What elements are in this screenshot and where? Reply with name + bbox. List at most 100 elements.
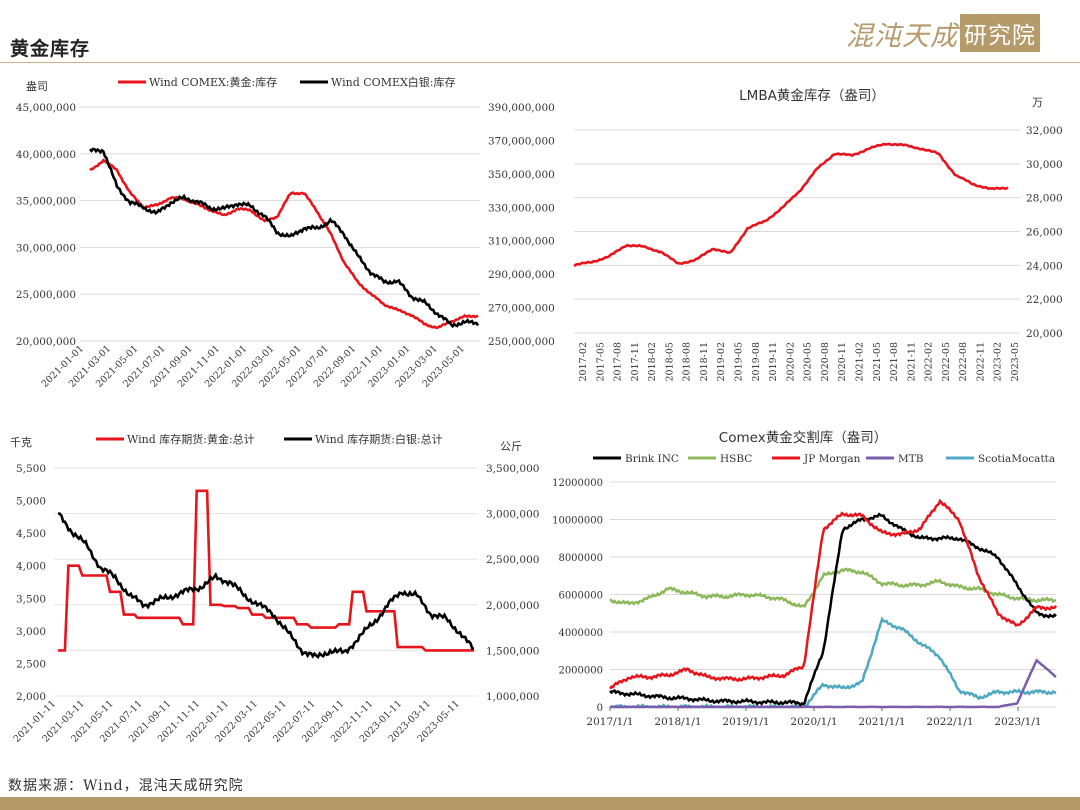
chart1-ytick-right: 290,000,000 — [488, 269, 555, 281]
chart2-xtick: 2023-05 — [1010, 342, 1021, 381]
chart1-ytick-right: 350,000,000 — [488, 169, 555, 181]
chart3-ytick-right: 1,500,000 — [486, 645, 539, 657]
chart2-ytick: 32,000 — [1026, 125, 1063, 137]
chart2-series-line — [573, 142, 1009, 268]
chart3-ytick-left: 5,000 — [16, 496, 46, 508]
chart3-ytick-left: 2,500 — [16, 658, 46, 670]
chart4-ytick: 8000000 — [558, 553, 603, 564]
chart2-xtick: 2019-11 — [768, 342, 779, 381]
chart2-xtick: 2017-08 — [613, 342, 624, 381]
chart4-series-line — [610, 616, 1057, 709]
chart4-xtick: 2019/1/1 — [722, 716, 769, 728]
chart4-series-line — [609, 567, 1056, 608]
chart3-ytick-left: 2,000 — [16, 691, 46, 703]
header-divider — [0, 62, 1080, 63]
chart3-ytick-right: 2,000,000 — [486, 600, 539, 612]
brand-script: 混沌天成 — [846, 20, 958, 52]
chart1-ytick-right: 390,000,000 — [488, 102, 555, 114]
chart4-xtick: 2023/1/1 — [994, 716, 1041, 728]
chart2-xtick: 2021-11 — [906, 342, 917, 381]
chart3-ylabel-left: 千克 — [10, 436, 32, 449]
chart2-xtick: 2020-05 — [803, 342, 814, 381]
chart2-xtick: 2023-02 — [993, 342, 1004, 381]
chart2-xtick: 2022-05 — [941, 342, 952, 381]
chart2-xtick: 2018-02 — [647, 342, 658, 381]
brand-box: 研究院 — [960, 14, 1040, 52]
chart4-legend-label: JP Morgan — [803, 453, 861, 465]
chart1-ytick-right: 250,000,000 — [488, 336, 555, 348]
footer-bar — [0, 797, 1080, 810]
chart1-ytick-left: 25,000,000 — [16, 289, 76, 301]
chart4-xtick: 2018/1/1 — [654, 716, 701, 728]
chart2-xtick: 2021-05 — [872, 342, 883, 381]
chart3-ylabel-right: 公斤 — [500, 440, 522, 453]
chart3-ytick-left: 4,500 — [16, 528, 46, 540]
chart2-xtick: 2017-05 — [595, 342, 606, 381]
chart2-ytick: 24,000 — [1026, 260, 1063, 272]
chart4-series-line — [609, 512, 1057, 707]
chart2-xtick: 2018-08 — [682, 342, 693, 381]
chart3-legend-label: Wind 库存期货:黄金:总计 — [127, 432, 255, 446]
chart1-ytick-right: 310,000,000 — [488, 236, 555, 248]
chart2-xtick: 2020-02 — [785, 342, 796, 381]
chart2-xtick: 2019-08 — [751, 342, 762, 381]
chart3-series-line — [57, 512, 474, 659]
chart1-legend-label: Wind COMEX:黄金:库存 — [149, 75, 277, 89]
chart2-ylabel-right: 万 — [1032, 96, 1043, 109]
chart2-xtick: 2021-02 — [854, 342, 865, 381]
chart4-xtick: 2020/1/1 — [790, 716, 837, 728]
chart4-xtick: 2021/1/1 — [858, 716, 905, 728]
chart1-ylabel-left: 盎司 — [26, 79, 48, 93]
source-note: 数据来源：Wind，混沌天成研究院 — [8, 778, 244, 794]
chart4-ytick: 6000000 — [558, 591, 603, 602]
chart3-ytick-left: 4,000 — [16, 561, 46, 573]
chart2-xtick: 2022-02 — [924, 342, 935, 381]
chart3-series-line — [58, 489, 474, 652]
chart3-ytick-left: 3,000 — [16, 626, 46, 638]
chart4-ytick: 4000000 — [558, 628, 603, 639]
chart4-series-line — [608, 498, 1057, 690]
chart2-ytick: 30,000 — [1026, 159, 1063, 171]
chart3-ytick-right: 1,000,000 — [486, 691, 539, 703]
chart3-ytick-right: 3,500,000 — [486, 463, 539, 475]
chart3-ytick-right: 3,000,000 — [486, 509, 539, 521]
chart1-legend-label: Wind COMEX白银:库存 — [331, 75, 456, 89]
chart4-ytick: 0 — [597, 703, 603, 714]
chart1-ytick-left: 40,000,000 — [16, 149, 76, 161]
chart4-series-line — [609, 658, 1057, 709]
chart2-ytick: 22,000 — [1026, 294, 1063, 306]
chart2-ytick: 20,000 — [1026, 328, 1063, 340]
chart4-ytick: 2000000 — [558, 666, 603, 677]
chart4-xtick: 2017/1/1 — [586, 716, 633, 728]
chart2-xtick: 2020-11 — [837, 342, 848, 381]
chart2-ytick: 26,000 — [1026, 227, 1063, 239]
chart4-ytick: 10000000 — [552, 516, 603, 527]
chart4-title: Comex黄金交割库（盎司） — [719, 429, 887, 446]
chart3-ytick-right: 2,500,000 — [486, 554, 539, 566]
chart4-legend-label: Brink INC — [625, 453, 679, 465]
chart2-xtick: 2022-08 — [958, 342, 969, 381]
chart1-series-line — [89, 147, 480, 329]
chart4-xtick: 2022/1/1 — [926, 716, 973, 728]
chart2-xtick: 2019-02 — [716, 342, 727, 381]
chart2-xtick: 2022-11 — [975, 342, 986, 381]
chart1-ytick-left: 30,000,000 — [16, 242, 76, 254]
chart1-series-line — [89, 158, 479, 330]
brand-logo: 混沌天成 研究院 — [846, 14, 1040, 52]
chart2-xtick: 2020-08 — [820, 342, 831, 381]
chart1-ytick-right: 330,000,000 — [488, 202, 555, 214]
page-title: 黄金库存 — [10, 38, 91, 60]
chart1-ytick-right: 270,000,000 — [488, 303, 555, 315]
chart2-xtick: 2019-05 — [734, 342, 745, 381]
chart1-ytick-left: 45,000,000 — [16, 102, 76, 114]
chart3-ytick-left: 5,500 — [16, 463, 46, 475]
chart2-xtick: 2021-08 — [889, 342, 900, 381]
chart1-ytick-left: 20,000,000 — [16, 336, 76, 348]
chart4-legend-label: ScotiaMocatta — [978, 453, 1055, 465]
chart4-legend-label: MTB — [898, 453, 924, 465]
chart2-xtick: 2018-05 — [664, 342, 675, 381]
chart3-ytick-left: 3,500 — [16, 593, 46, 605]
chart4-ytick: 12000000 — [552, 478, 603, 489]
chart2-ytick: 28,000 — [1026, 193, 1063, 205]
